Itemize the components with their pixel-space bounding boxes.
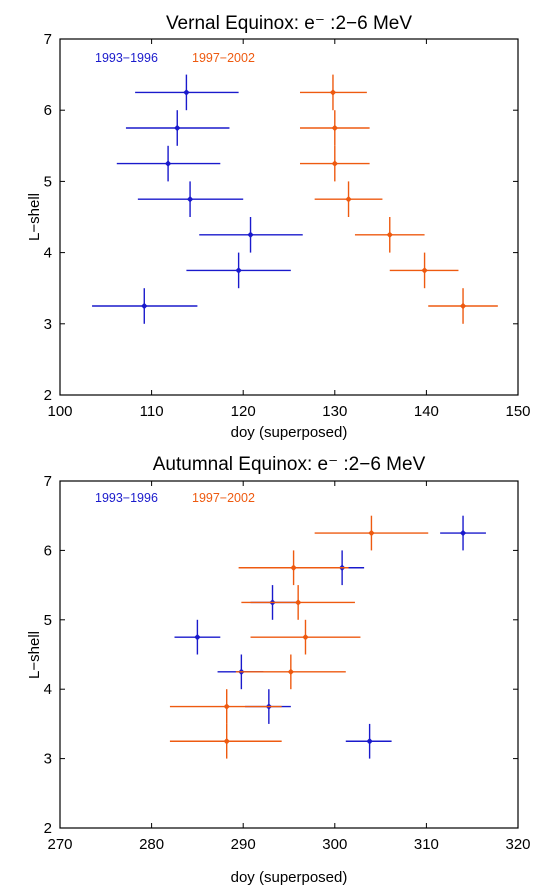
point-marker	[331, 160, 338, 167]
point-marker	[141, 302, 148, 310]
data-point	[135, 74, 239, 111]
point-marker	[194, 633, 201, 641]
x-tick-label: 110	[140, 403, 164, 420]
x-tick-label: 280	[139, 836, 164, 853]
y-tick-label: 4	[44, 245, 52, 262]
point-marker	[459, 302, 467, 310]
data-point	[314, 181, 383, 217]
point-marker	[294, 599, 302, 606]
data-point	[235, 654, 346, 690]
legend-entry-autumnal-1997: 1997−2002	[192, 491, 255, 505]
point-marker	[421, 267, 428, 274]
data-point	[440, 515, 486, 551]
legend-entry-autumnal-1993: 1993−1996	[95, 491, 158, 505]
legend-entry-vernal-1993: 1993−1996	[95, 51, 158, 65]
point-marker	[345, 196, 352, 203]
point-marker	[368, 529, 375, 537]
data-point	[125, 110, 230, 146]
y-axis-label-vernal: L−shell	[26, 193, 43, 241]
data-point	[428, 288, 498, 324]
point-marker	[223, 738, 230, 745]
y-tick-label: 2	[44, 820, 52, 837]
point-marker	[287, 668, 295, 676]
chart-title-vernal: Vernal Equinox: e⁻ :2−6 MeV	[166, 13, 412, 34]
point-marker	[247, 231, 254, 238]
x-axis-label-vernal: doy (superposed)	[231, 424, 348, 441]
data-point	[92, 288, 198, 324]
plot-area-autumnal	[169, 515, 486, 759]
data-point	[137, 181, 244, 217]
data-point	[389, 252, 459, 289]
x-tick-label: 310	[414, 836, 439, 853]
y-tick-label: 6	[44, 102, 52, 119]
y-tick-label: 3	[44, 316, 52, 333]
data-point	[314, 515, 429, 551]
point-marker	[183, 89, 190, 96]
point-marker	[386, 231, 393, 238]
point-marker	[235, 267, 242, 274]
y-tick-label: 7	[44, 31, 52, 48]
point-marker	[459, 529, 467, 537]
data-point	[199, 217, 303, 253]
axis-ticks-vernal: 100 110 120 130 140 150 2 3 4 5 6 7	[44, 31, 531, 420]
data-point	[169, 723, 282, 759]
axis-ticks-autumnal: 270 280 290 300 310 320 2 3 4 5 6 7	[44, 473, 531, 853]
chart-vernal: Vernal Equinox: e⁻ :2−6 MeV 100 110 120 130…	[26, 13, 531, 441]
chart-autumnal: Autumnal Equinox: e⁻ :2−6 MeV 270 280 290 3…	[26, 454, 531, 886]
y-tick-label: 4	[44, 681, 52, 698]
x-tick-label: 290	[231, 836, 256, 853]
data-point	[186, 252, 291, 289]
data-point	[250, 619, 361, 655]
y-tick-label: 3	[44, 751, 52, 768]
point-marker	[302, 633, 309, 641]
data-point	[174, 619, 221, 655]
x-tick-label: 150	[505, 403, 530, 420]
plot-area-vernal	[92, 74, 498, 324]
series-vernal-1	[299, 74, 498, 324]
y-axis-label-autumnal: L−shell	[26, 631, 43, 679]
point-marker	[164, 160, 172, 167]
y-tick-label: 5	[44, 612, 52, 629]
x-tick-label: 130	[322, 403, 347, 420]
data-point	[299, 145, 370, 182]
data-point	[241, 585, 355, 620]
point-marker	[331, 124, 338, 132]
x-tick-label: 320	[505, 836, 530, 853]
x-axis-label-autumnal: doy (superposed)	[231, 869, 348, 886]
x-tick-label: 100	[47, 403, 72, 420]
chart-title-autumnal: Autumnal Equinox: e⁻ :2−6 MeV	[153, 454, 426, 475]
point-marker	[223, 703, 230, 710]
x-tick-label: 300	[322, 836, 347, 853]
data-point	[299, 110, 370, 146]
legend-entry-vernal-1997: 1997−2002	[192, 51, 255, 65]
x-tick-label: 270	[47, 836, 72, 853]
series-vernal-0	[92, 74, 303, 324]
x-tick-label: 140	[414, 403, 439, 420]
point-marker	[366, 738, 373, 745]
y-tick-label: 6	[44, 542, 52, 559]
data-point	[299, 74, 367, 111]
y-tick-label: 7	[44, 473, 52, 490]
point-marker	[329, 89, 337, 96]
x-tick-label: 120	[231, 403, 256, 420]
data-point	[116, 145, 221, 182]
data-point	[169, 689, 282, 724]
data-point	[354, 217, 425, 253]
point-marker	[290, 564, 297, 571]
point-marker	[186, 196, 194, 203]
plot-frame-vernal	[59, 38, 519, 396]
data-point	[238, 550, 349, 586]
plot-frame-autumnal	[59, 480, 519, 829]
point-marker	[174, 124, 181, 132]
series-autumnal-1	[169, 515, 429, 759]
data-point	[345, 723, 392, 759]
y-tick-label: 2	[44, 387, 52, 404]
y-tick-label: 5	[44, 173, 52, 190]
